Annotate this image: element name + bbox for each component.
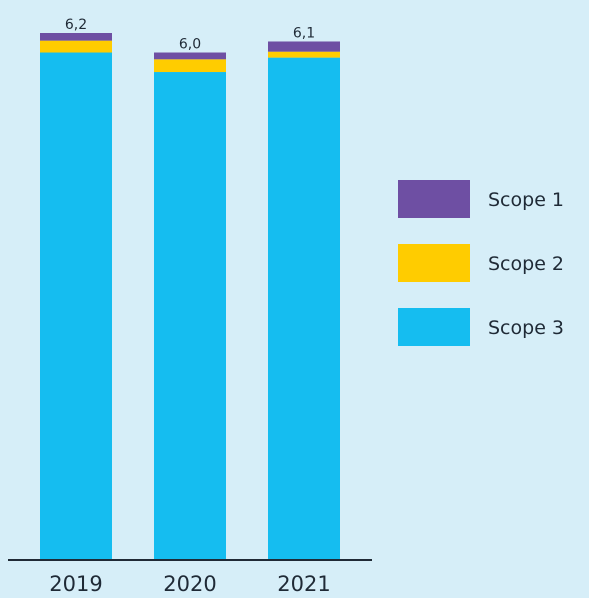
bar-scope-3-2020	[154, 72, 226, 559]
legend-label-scope-2: Scope 2	[488, 253, 564, 275]
bar-scope-1-2020	[154, 52, 226, 60]
legend-label-scope-1: Scope 1	[488, 189, 564, 211]
legend-swatch-scope-2	[398, 244, 470, 282]
bar-scope-3-2021	[268, 57, 340, 560]
legend-label-scope-3: Scope 3	[488, 317, 564, 339]
bar-scope-2-2021	[268, 51, 340, 58]
legend: Scope 1 Scope 2 Scope 3	[398, 180, 564, 346]
bar-scope-2-2019	[40, 40, 112, 53]
bar-scope-1-2019	[40, 33, 112, 41]
bar-scope-2-2020	[154, 59, 226, 73]
legend-swatch-scope-1	[398, 180, 470, 218]
bar-scope-3-2019	[40, 52, 112, 559]
total-labels-group: 6,2 6,0 6,1	[65, 17, 315, 53]
x-tick-label-2021: 2021	[277, 572, 330, 596]
bars-group	[40, 33, 340, 560]
x-tick-label-2020: 2020	[163, 572, 216, 596]
total-label-2021: 6,1	[293, 25, 315, 41]
x-tick-labels-group: 2019 2020 2021	[49, 572, 330, 596]
total-label-2019: 6,2	[65, 17, 87, 33]
total-label-2020: 6,0	[179, 37, 201, 53]
legend-swatch-scope-3	[398, 308, 470, 346]
x-tick-label-2019: 2019	[49, 572, 102, 596]
bar-scope-1-2021	[268, 41, 340, 52]
